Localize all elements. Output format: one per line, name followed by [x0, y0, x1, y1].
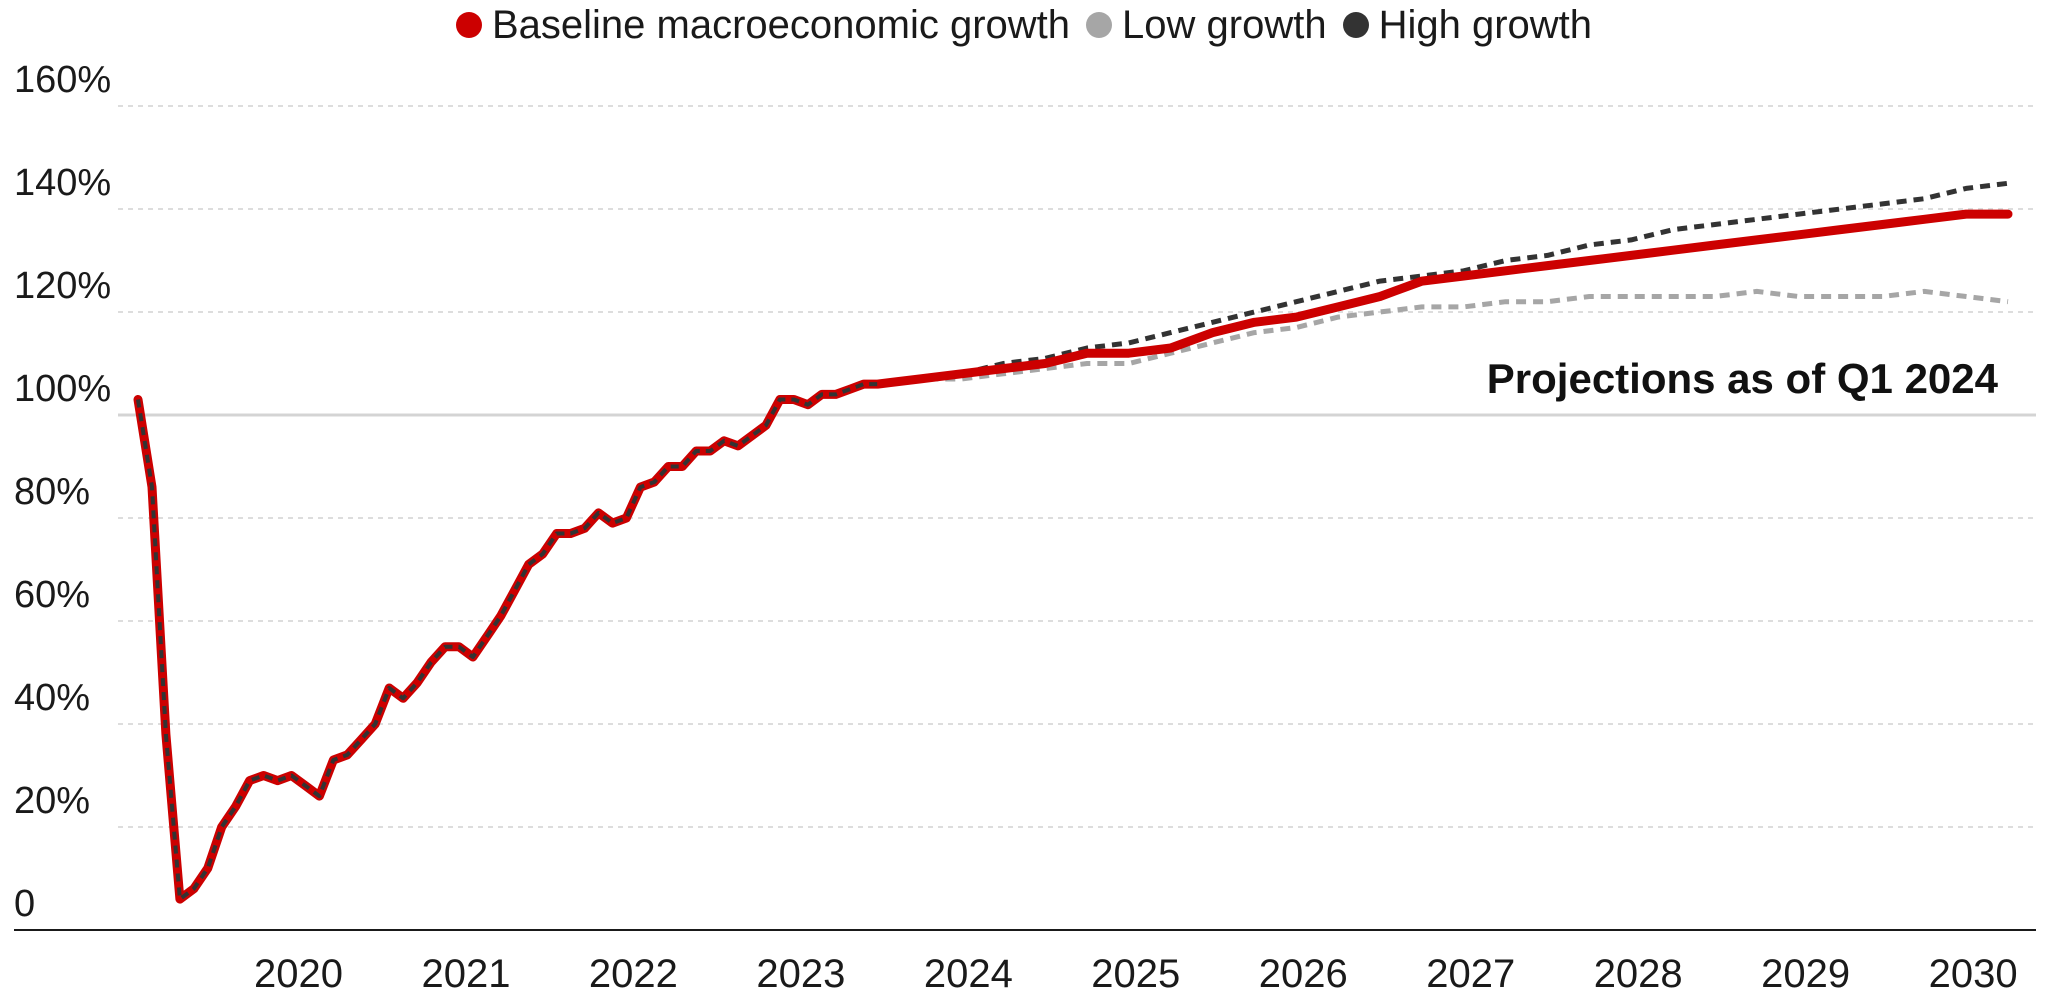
y-tick-label: 40% — [14, 677, 90, 719]
series-line-overlap-history — [136, 382, 878, 902]
legend-label-high: High growth — [1378, 2, 1593, 47]
y-tick-label: 60% — [14, 574, 90, 616]
legend-item-baseline: Baseline macroeconomic growth — [455, 2, 1071, 48]
series-line-baseline — [133, 209, 2013, 904]
x-tick-label: 2030 — [1929, 952, 2018, 996]
legend: Baseline macroeconomic growth Low growth… — [0, 0, 2048, 50]
x-tick-label: 2024 — [924, 952, 1013, 996]
x-tick-label: 2022 — [589, 952, 678, 996]
x-tick-label: 2028 — [1594, 952, 1683, 996]
y-tick-label: 80% — [14, 471, 90, 513]
legend-dot-baseline — [455, 12, 482, 38]
series-line-high-growth — [877, 180, 2009, 387]
legend-item-high: High growth — [1342, 2, 1593, 48]
y-tick-label: 0 — [14, 883, 35, 925]
gridlines — [118, 105, 2036, 828]
legend-label-baseline: Baseline macroeconomic growth — [491, 2, 1071, 47]
y-axis-ticks: 0 20% 40% 60% 80% 100% 120% 140% 160% — [14, 59, 111, 925]
x-axis-ticks: 2020 2021 2022 2023 2024 2025 2026 2027 2028 2029… — [254, 952, 2018, 996]
x-tick-label: 2026 — [1259, 952, 1348, 996]
legend-item-low: Low growth — [1086, 3, 1327, 48]
y-tick-label: 120% — [14, 265, 111, 307]
y-tick-label: 160% — [14, 59, 111, 101]
x-tick-label: 2020 — [254, 952, 343, 996]
x-tick-label: 2027 — [1426, 952, 1515, 996]
x-tick-label: 2021 — [421, 952, 510, 996]
legend-label-low: Low growth — [1122, 2, 1327, 47]
series-lines — [133, 180, 2013, 904]
y-tick-label: 100% — [14, 368, 111, 410]
legend-dot-low — [1086, 12, 1113, 38]
x-tick-label: 2029 — [1761, 952, 1850, 996]
x-tick-label: 2025 — [1091, 952, 1180, 996]
projection-annotation: Projections as of Q1 2024 — [1487, 355, 1999, 402]
y-tick-label: 140% — [14, 162, 111, 204]
y-tick-label: 20% — [14, 780, 90, 822]
series-line-low-growth — [877, 288, 2009, 387]
legend-dot-high — [1342, 12, 1369, 38]
x-tick-label: 2023 — [756, 952, 845, 996]
